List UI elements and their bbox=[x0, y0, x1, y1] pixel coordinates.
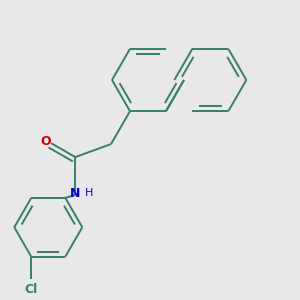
Text: N: N bbox=[70, 187, 80, 200]
Text: H: H bbox=[85, 188, 94, 198]
Text: O: O bbox=[41, 135, 51, 148]
Text: Cl: Cl bbox=[25, 283, 38, 296]
